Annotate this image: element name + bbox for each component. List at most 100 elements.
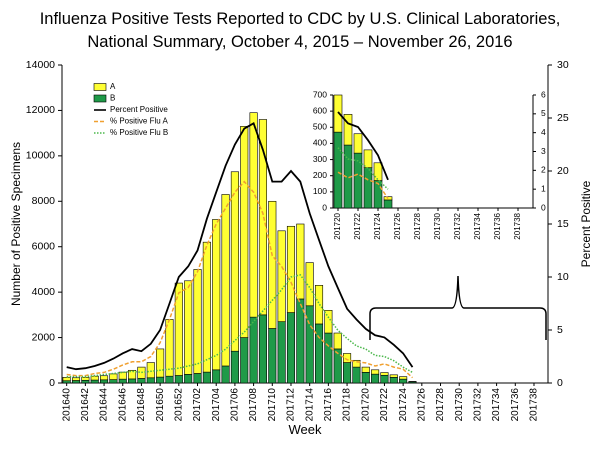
x-tick-label: 201736: [510, 388, 521, 422]
bar: [333, 332, 342, 350]
bar: [258, 314, 267, 384]
bar: [230, 350, 239, 384]
bar: [286, 225, 296, 313]
bar: [174, 282, 183, 376]
line-series: [66, 274, 413, 378]
y-tick-label: 300: [313, 154, 327, 164]
bar: [352, 366, 361, 384]
bar: [333, 94, 343, 133]
bar: [100, 375, 109, 381]
x-tick-label: 201646: [117, 388, 128, 422]
x-tick-label: 201738: [513, 212, 522, 239]
chart-title: National Summary, October 4, 2015 – Nove…: [87, 33, 512, 51]
bar: [71, 380, 81, 384]
y-tick-label: 2000: [32, 331, 56, 343]
bar: [361, 366, 370, 373]
x-tick-label: 201702: [192, 388, 203, 422]
bar: [184, 280, 193, 375]
x-tick-label: 201712: [286, 388, 297, 422]
y2-tick-label: 25: [557, 112, 569, 124]
bar: [373, 162, 383, 181]
y-tick-label: 0: [322, 202, 327, 212]
bar: [352, 359, 361, 368]
bar: [371, 373, 380, 384]
bar: [258, 119, 267, 316]
bar: [314, 285, 324, 325]
bar: [324, 310, 333, 334]
bar: [193, 373, 202, 384]
bar: [240, 126, 249, 338]
bar: [389, 374, 398, 378]
bar: [305, 262, 314, 307]
bar: [277, 230, 286, 322]
y-tick-label: 6000: [32, 240, 56, 252]
x-tick-label: 201640: [61, 388, 72, 422]
line-series: [337, 171, 389, 200]
bar: [137, 378, 146, 384]
bar: [212, 369, 221, 384]
y2-axis-label: Percent Positive: [579, 180, 593, 267]
bar: [81, 377, 90, 381]
bar: [128, 369, 137, 380]
bar: [268, 328, 277, 384]
x-tick-label: 201728: [413, 212, 422, 239]
y2-tick-label: 10: [557, 271, 569, 283]
x-tick-label: 201726: [416, 388, 427, 422]
y-tick-label: 0: [49, 377, 55, 389]
x-tick-label: 201722: [379, 388, 390, 422]
bar: [146, 362, 155, 379]
bar: [380, 372, 389, 376]
bar: [221, 365, 230, 384]
bar: [333, 131, 343, 209]
bar: [118, 378, 127, 384]
bar: [399, 378, 408, 384]
y-axis-label: Number of Positive Specimens: [9, 142, 23, 306]
x-tick-label: 201722: [353, 212, 362, 239]
bar: [156, 376, 165, 384]
y-tick-label: 500: [313, 122, 327, 132]
y2-tick-label: 5: [557, 324, 563, 336]
bar: [193, 269, 202, 374]
bar: [353, 133, 363, 154]
x-tick-label: 201724: [398, 388, 409, 422]
x-tick-label: 201736: [493, 212, 502, 239]
line-series: [337, 147, 389, 190]
bar: [343, 114, 353, 146]
x-tick-label: 201718: [342, 388, 353, 422]
y2-tick-label: 2: [541, 165, 546, 175]
x-tick-label: 201720: [333, 212, 342, 239]
bar: [146, 377, 155, 384]
bar: [71, 377, 81, 381]
x-tick-label: 201648: [136, 388, 147, 422]
x-tick-label: 201708: [248, 388, 259, 422]
x-tick-label: 201644: [99, 388, 110, 422]
bar: [296, 298, 305, 384]
bar: [90, 375, 99, 381]
y2-tick-label: 1: [541, 183, 546, 193]
bar: [249, 112, 258, 318]
y-tick-label: 400: [313, 138, 327, 148]
bar: [202, 241, 211, 373]
bar: [277, 321, 286, 384]
bar: [249, 316, 258, 384]
bar: [361, 372, 370, 384]
bar: [389, 377, 398, 384]
x-tick-label: 201732: [473, 388, 484, 422]
x-tick-label: 201720: [360, 388, 371, 422]
legend-label: B: [110, 94, 115, 103]
bar: [62, 377, 71, 382]
chart-title: Influenza Positive Tests Reported to CDC…: [40, 10, 561, 28]
y2-tick-label: 3: [541, 146, 546, 156]
x-tick-label: 201650: [155, 388, 166, 422]
x-tick-label: 201734: [473, 212, 482, 239]
bar: [202, 371, 211, 384]
bar: [109, 373, 118, 380]
y-tick-label: 600: [313, 105, 327, 115]
bar: [165, 375, 174, 384]
y-tick-label: 700: [313, 89, 327, 99]
line-series: [66, 121, 414, 371]
bar: [156, 348, 165, 378]
y2-tick-label: 5: [541, 108, 546, 118]
bar: [174, 375, 183, 384]
